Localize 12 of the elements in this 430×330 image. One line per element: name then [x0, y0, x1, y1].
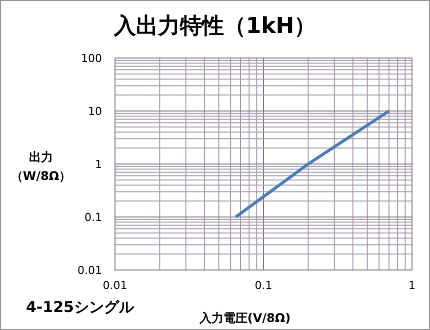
x-axis-title: 入力電圧(V/8Ω): [198, 311, 291, 325]
x-tick-label: 1: [408, 279, 416, 292]
y-tick-label: 1: [95, 158, 102, 171]
y-tick-label: 0.01: [78, 264, 102, 277]
y-axis-title: 出力（W/8Ω）: [10, 150, 72, 183]
chart-title: 入出力特性（1kH）: [112, 14, 316, 39]
x-tick-label: 0.01: [102, 279, 128, 292]
y-tick-label: 10: [88, 105, 102, 118]
text: 4-125シングル: [26, 298, 135, 316]
x-tick-label: 0.1: [254, 279, 272, 292]
y-tick-label: 0.1: [84, 211, 102, 224]
y-tick-label: 100: [81, 52, 102, 65]
